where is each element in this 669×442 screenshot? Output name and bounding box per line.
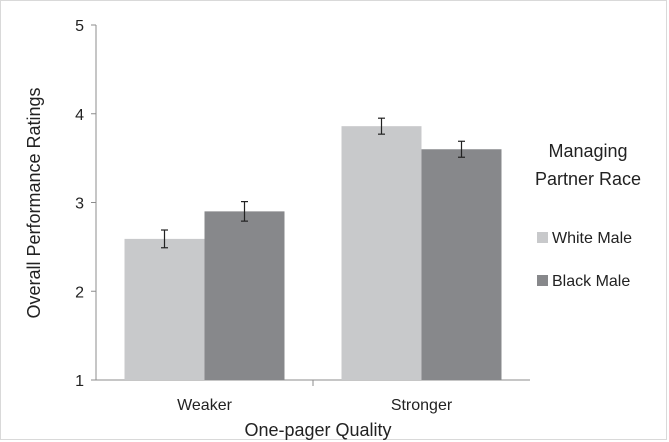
legend-label-white-male: White Male [552,230,632,247]
y-tick-label: 4 [75,107,84,124]
legend-swatch-white-male [537,232,548,243]
bar-white-male-weaker [124,238,205,380]
bars [124,117,502,380]
x-axis-title: One-pager Quality [244,420,391,440]
legend-title-line-1: Managing [548,141,627,161]
y-tick-label: 3 [75,196,84,213]
legend-title-line-2: Partner Race [535,169,641,189]
y-tick-label: 1 [75,373,84,390]
y-tick-labels: 1 2 3 4 5 [75,18,84,390]
y-tick-label: 5 [75,18,84,35]
legend-swatch-black-male [537,275,548,286]
bar-black-male-weaker [204,211,285,380]
y-axis-title: Overall Performance Ratings [24,87,44,318]
legend: Managing Partner Race White Male Black M… [535,141,641,290]
x-tick-label: Weaker [177,397,233,414]
legend-label-black-male: Black Male [552,273,630,290]
bar-white-male-stronger [341,126,422,380]
x-tick-labels: Weaker Stronger [177,397,453,414]
bar-black-male-stronger [421,149,502,380]
x-tick-label: Stronger [391,397,453,414]
y-tick-label: 2 [75,284,84,301]
